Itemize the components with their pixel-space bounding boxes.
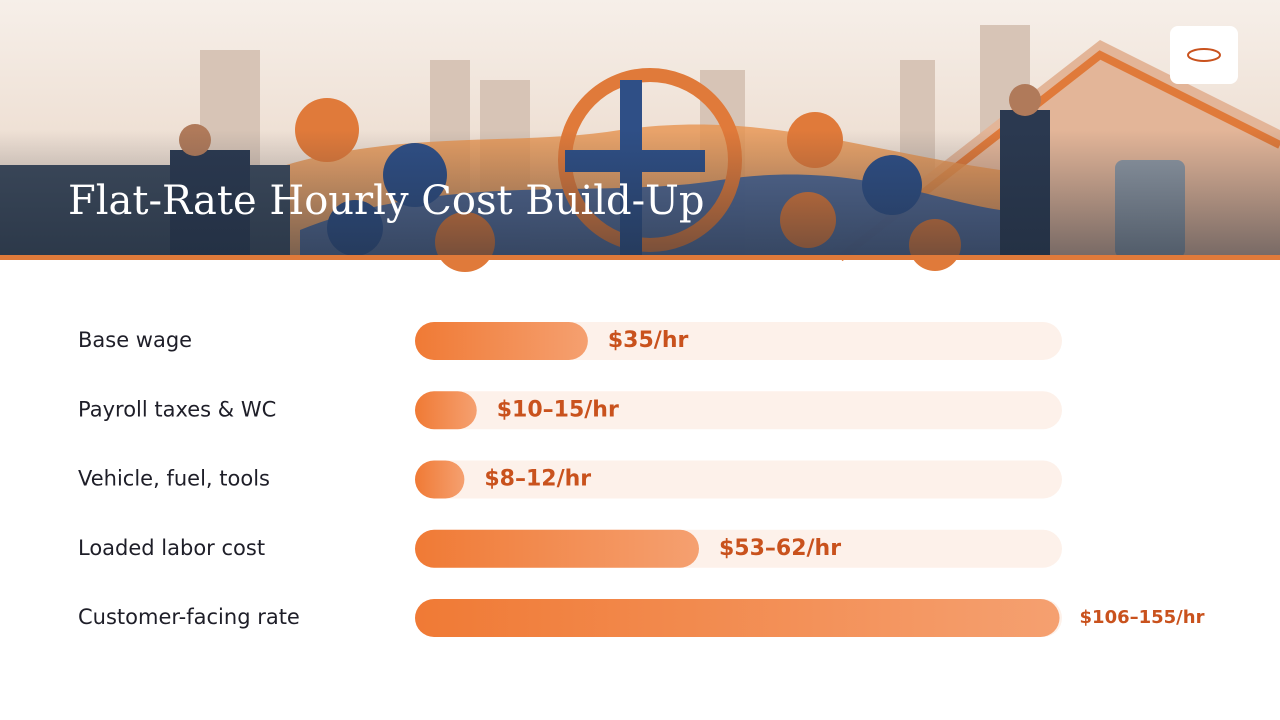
value-label: $106–155/hr — [1080, 607, 1205, 628]
category-label: Payroll taxes & WC — [78, 397, 276, 421]
category-label: Vehicle, fuel, tools — [78, 467, 270, 491]
bar-chart: Base wage $35/hr Payroll taxes & WC $10–15/… — [78, 322, 1205, 637]
value-label: $10–15/hr — [497, 397, 619, 422]
category-label: Base wage — [78, 328, 192, 352]
value-label: $35/hr — [608, 328, 689, 353]
category-label: Customer-facing rate — [78, 605, 300, 629]
header-banner — [0, 0, 1280, 272]
bar — [415, 391, 477, 430]
value-label: $8–12/hr — [484, 467, 591, 492]
bar-track — [415, 391, 1062, 430]
bar — [415, 599, 1060, 637]
bar-track — [415, 460, 1062, 499]
logo-box — [1170, 26, 1238, 84]
slide-title: Flat-Rate Hourly Cost Build-Up — [68, 178, 704, 224]
value-label: $53–62/hr — [719, 536, 841, 561]
bar — [415, 322, 588, 360]
category-label: Loaded labor cost — [78, 536, 265, 560]
bar — [415, 529, 699, 568]
bar — [415, 460, 465, 499]
